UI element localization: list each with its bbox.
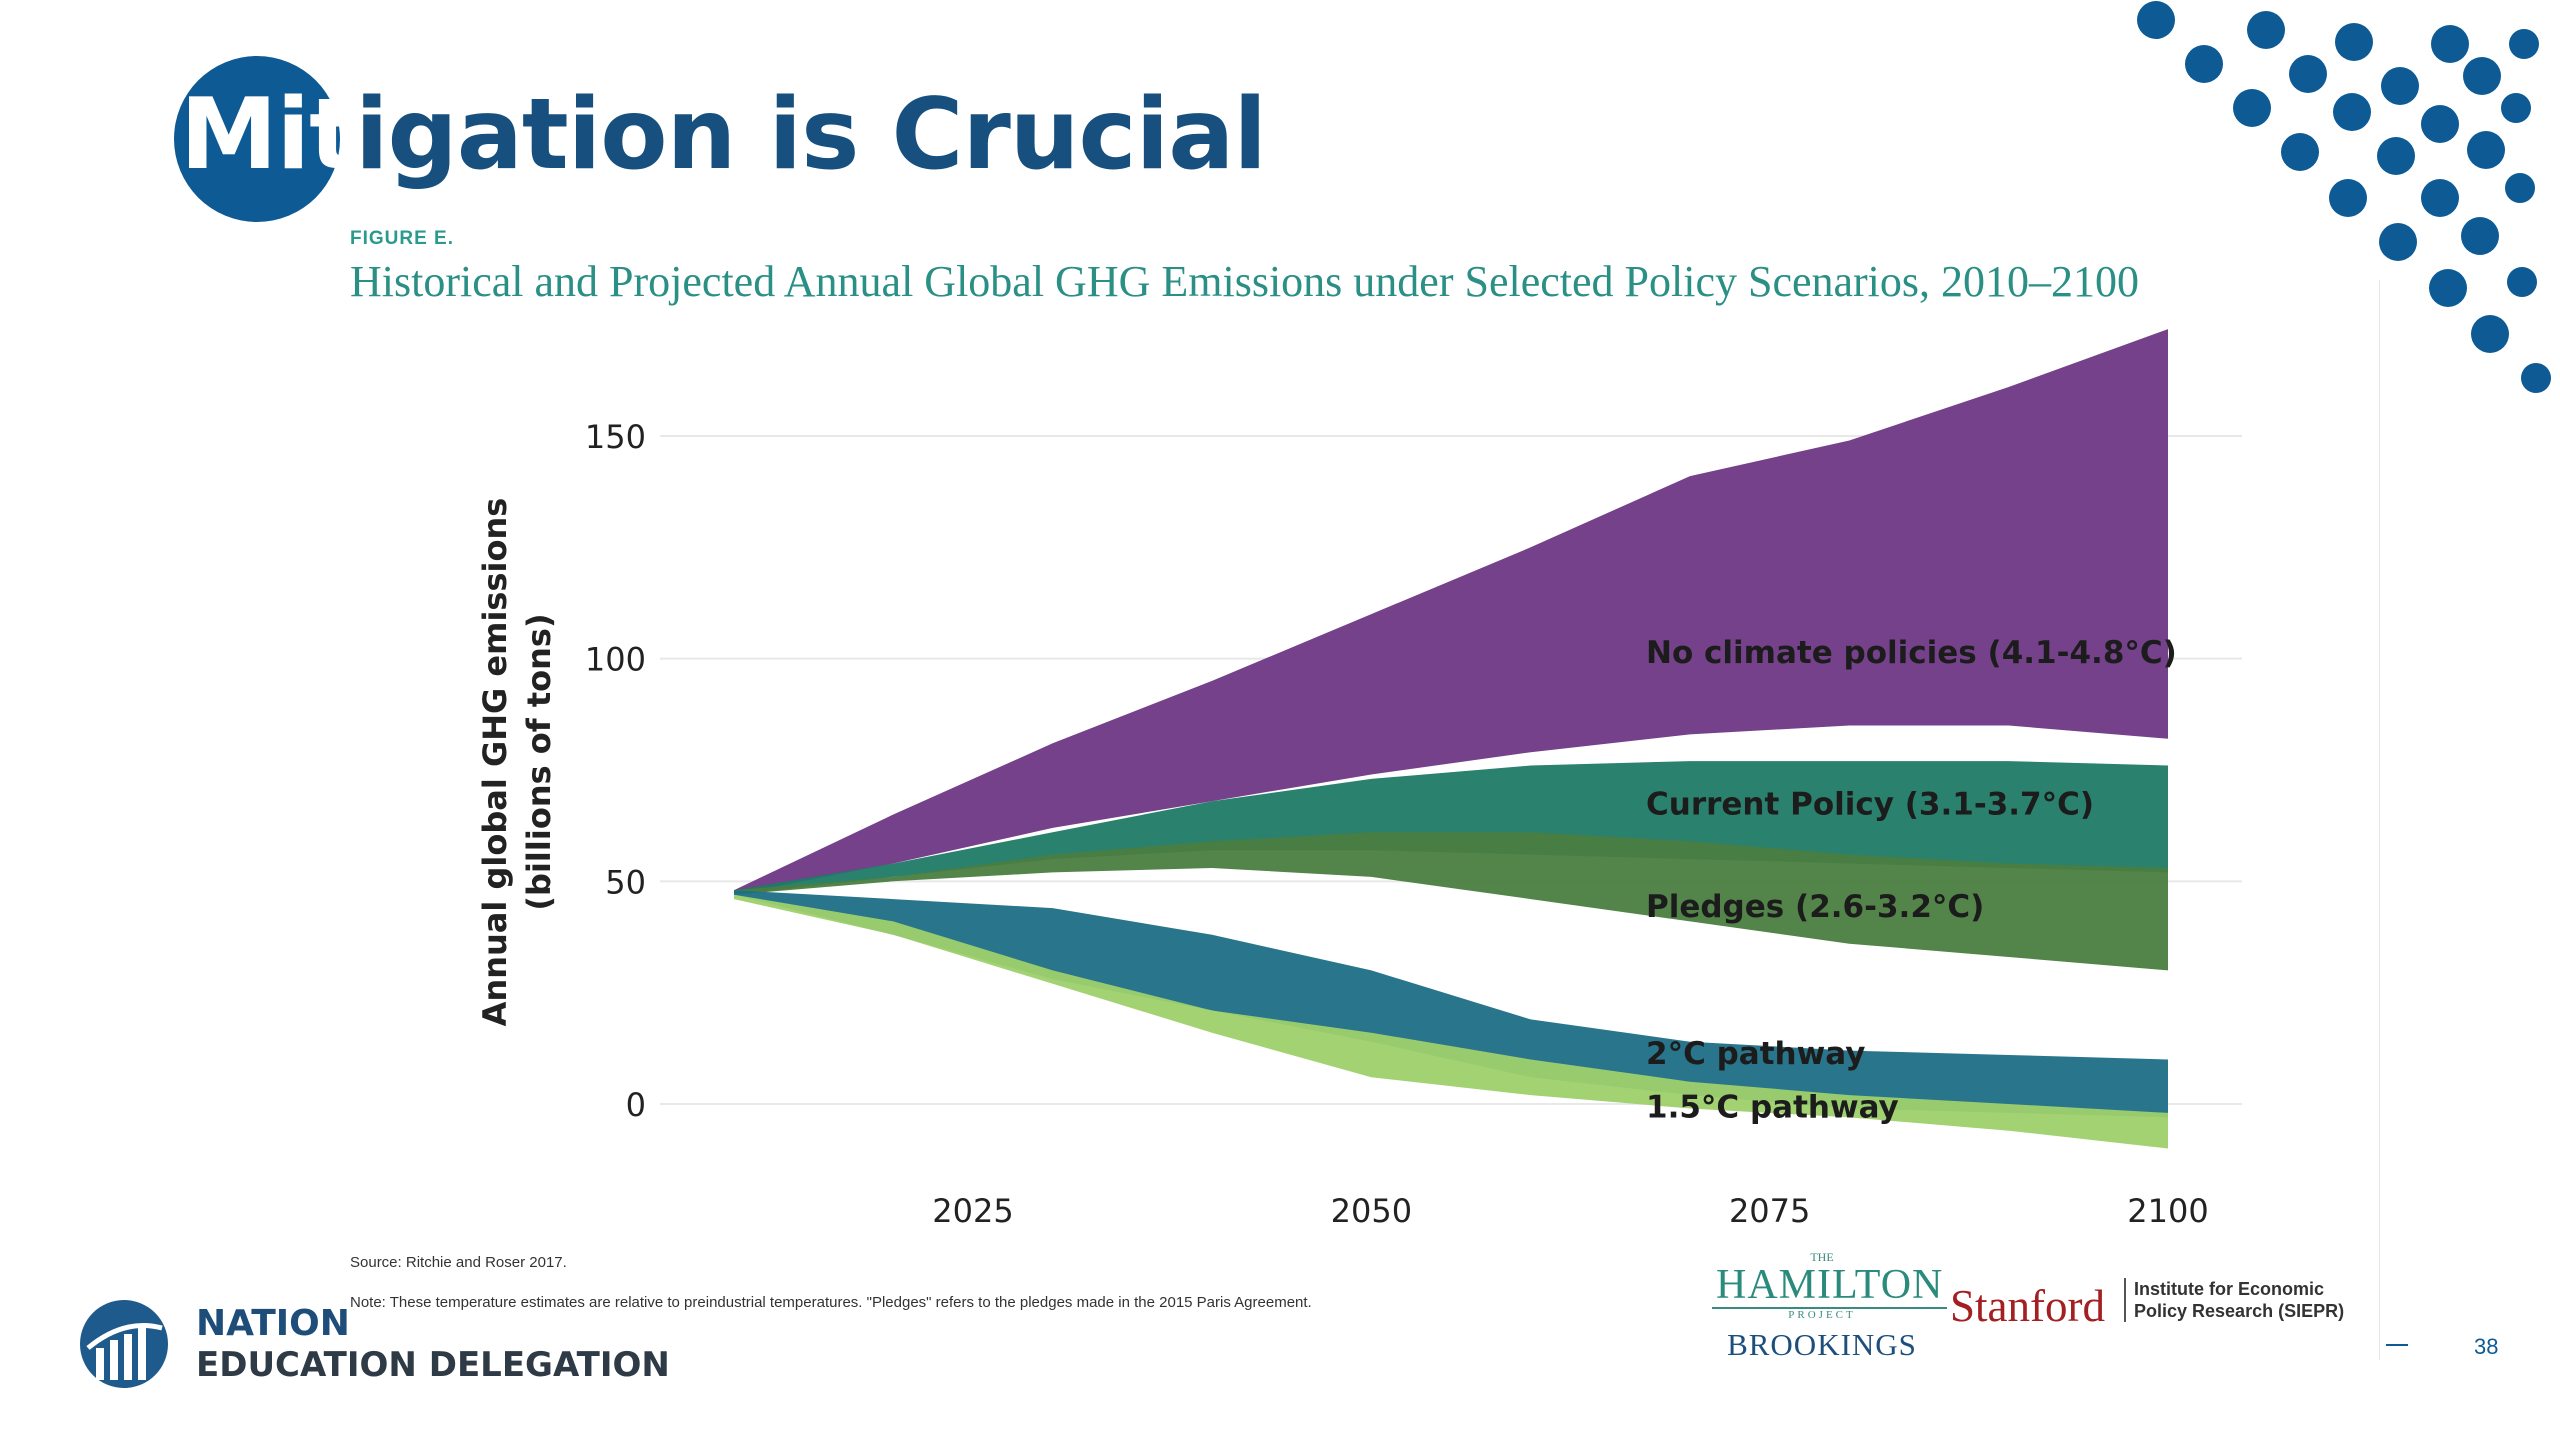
series-area-0 <box>734 329 2168 895</box>
siepr-line2: Policy Research (SIEPR) <box>2134 1301 2345 1321</box>
hamilton-name: HAMILTON <box>1712 1264 1948 1309</box>
x-tick-label: 2075 <box>1729 1192 1810 1230</box>
page-number: 38 <box>2474 1334 2499 1359</box>
series-area-2 <box>734 832 2168 971</box>
figure-note: Note: These temperature estimates are re… <box>350 1294 1312 1311</box>
hamilton-the: THE <box>1810 1250 1834 1264</box>
y-axis-label-line2: (billions of tons) <box>520 613 558 910</box>
y-axis-label-line1: Annual global GHG emissions <box>476 498 514 1027</box>
brookings-name: BROOKINGS <box>1727 1327 1917 1362</box>
figure-label: FIGURE E. <box>350 228 455 249</box>
series-label-1: Current Policy (3.1-3.7°C) <box>1646 787 2094 823</box>
series-label-0: No climate policies (4.1-4.8°C) <box>1646 635 2177 671</box>
title-highlight: Mit <box>180 78 356 192</box>
series-label-2: Pledges (2.6-3.2°C) <box>1646 889 1984 925</box>
slide-divider-line <box>2379 280 2380 1360</box>
figure-source: Source: Ritchie and Roser 2017. <box>350 1254 567 1271</box>
series-area-3 <box>734 890 2168 1118</box>
x-tick-label: 2050 <box>1331 1192 1412 1230</box>
x-tick-label: 2025 <box>932 1192 1013 1230</box>
org-name-line1: NATIONAL <box>196 1303 348 1344</box>
y-tick-label: 100 <box>585 641 646 679</box>
slide-title-text: Mitigation is Crucial <box>180 78 1267 192</box>
hamilton-project: PROJECT <box>1788 1309 1856 1321</box>
x-tick-label: 2100 <box>2127 1192 2208 1230</box>
y-tick-label: 150 <box>585 418 646 456</box>
ned-logo-icon <box>80 1300 168 1388</box>
title-circle-accent <box>174 56 340 222</box>
y-tick-label: 50 <box>605 863 646 901</box>
stanford-logo: Stanford <box>1950 1281 2105 1331</box>
series-label-4: 1.5°C pathway <box>1646 1089 1899 1125</box>
hamilton-brookings-logo: THE HAMILTON PROJECT BROOKINGS <box>1712 1250 1948 1363</box>
series-area-4 <box>734 894 2168 1149</box>
title-rest: igation is Crucial <box>354 78 1267 192</box>
org-name-line2: EDUCATION DELEGATION <box>196 1345 670 1385</box>
figure-title: Historical and Projected Annual Global G… <box>350 257 2140 306</box>
series-label-3: 2°C pathway <box>1646 1036 1865 1072</box>
page-number-dash <box>2386 1344 2408 1346</box>
siepr-line1: Institute for Economic <box>2134 1279 2325 1299</box>
y-tick-label: 0 <box>626 1086 646 1124</box>
siepr-logo: Institute for Economic Policy Research (… <box>2124 1278 2344 1322</box>
